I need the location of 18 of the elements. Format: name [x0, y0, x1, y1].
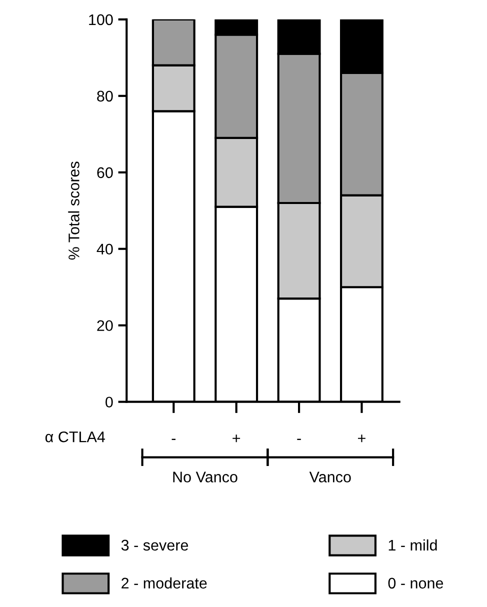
legend-label: 3 - severe [121, 540, 188, 551]
y-tick-label: 20 [97, 320, 113, 332]
y-tick-label: 80 [97, 90, 113, 102]
text: α CTLA4 [45, 431, 105, 442]
x-tick-label: + [232, 434, 240, 442]
y-tick-label: 60 [97, 167, 113, 178]
x-tick-label: - [172, 438, 176, 440]
x-tick-label: + [358, 434, 366, 442]
y-tick-label: 40 [96, 244, 113, 255]
legend-label: 0 - none [388, 578, 444, 589]
y-axis-title: % Total scores [68, 162, 80, 260]
text: No Vanco [173, 472, 238, 482]
x-tick-label: - [297, 438, 301, 440]
y-tick-label: 0 [106, 396, 113, 408]
y-tick-label: 100 [89, 14, 113, 26]
legend-label: 1 - mild [388, 539, 437, 551]
text: Vanco [309, 472, 351, 482]
legend-label: 2 - moderate [122, 577, 207, 589]
